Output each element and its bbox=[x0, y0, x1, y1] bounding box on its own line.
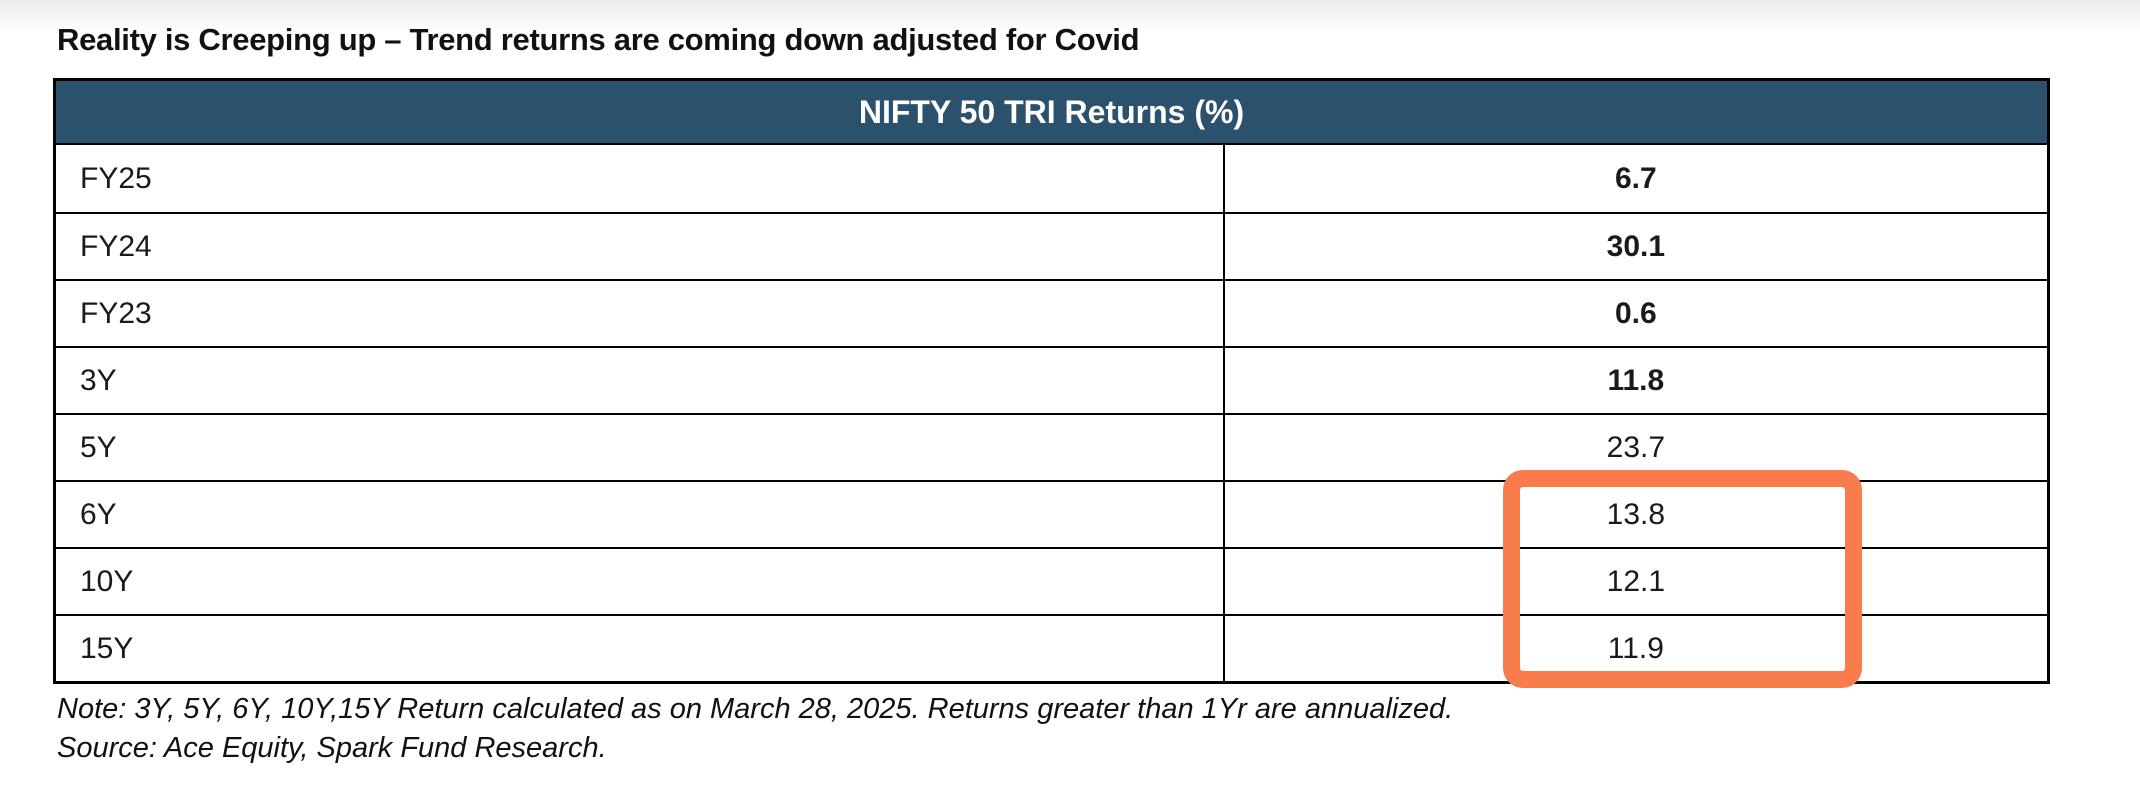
table-row: 15Y 11.9 bbox=[56, 614, 2047, 681]
table-row: 10Y 12.1 bbox=[56, 547, 2047, 614]
value-cell: 6.7 bbox=[1614, 161, 1657, 195]
value-cell: 0.6 bbox=[1614, 296, 1657, 330]
period-cell: 15Y bbox=[56, 616, 1225, 681]
returns-table: NIFTY 50 TRI Returns (%) FY25 6.7 FY24 30.1… bbox=[53, 78, 2050, 684]
note-line: Note: 3Y, 5Y, 6Y, 10Y,15Y Return calcula… bbox=[57, 693, 1454, 725]
value-cell: 13.8 bbox=[1606, 497, 1666, 531]
value-cell: 11.9 bbox=[1607, 631, 1664, 665]
table-header: NIFTY 50 TRI Returns (%) bbox=[56, 81, 2047, 145]
table-row: FY23 0.6 bbox=[56, 279, 2047, 346]
table-row: 6Y 13.8 bbox=[56, 480, 2047, 547]
period-cell: 6Y bbox=[56, 482, 1225, 547]
footnotes: Note: 3Y, 5Y, 6Y, 10Y,15Y Return calcula… bbox=[57, 690, 1453, 768]
source-line: Source: Ace Equity, Spark Fund Research. bbox=[57, 732, 607, 764]
table-row: 3Y 11.8 bbox=[56, 346, 2047, 413]
table-row: FY25 6.7 bbox=[56, 145, 2047, 212]
value-cell: 30.1 bbox=[1606, 229, 1666, 263]
period-cell: 10Y bbox=[56, 549, 1225, 614]
table-rows: FY25 6.7 FY24 30.1 FY23 0.6 3Y 11.8 5Y 23.7 6Y 13.8… bbox=[56, 145, 2047, 681]
period-cell: FY23 bbox=[56, 281, 1225, 346]
period-cell: 5Y bbox=[56, 415, 1225, 480]
table-row: FY24 30.1 bbox=[56, 212, 2047, 279]
value-cell: 23.7 bbox=[1606, 430, 1666, 464]
table-row: 5Y 23.7 bbox=[56, 413, 2047, 480]
value-cell: 11.8 bbox=[1607, 363, 1665, 397]
value-cell: 12.1 bbox=[1606, 564, 1666, 598]
period-cell: FY25 bbox=[56, 145, 1225, 212]
period-cell: FY24 bbox=[56, 214, 1225, 279]
page-title: Reality is Creeping up – Trend returns a… bbox=[57, 22, 1140, 57]
period-cell: 3Y bbox=[56, 348, 1225, 413]
top-edge-gradient bbox=[0, 0, 2140, 34]
